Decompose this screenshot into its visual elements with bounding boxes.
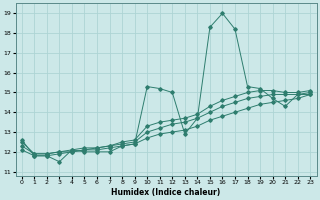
X-axis label: Humidex (Indice chaleur): Humidex (Indice chaleur) <box>111 188 221 197</box>
